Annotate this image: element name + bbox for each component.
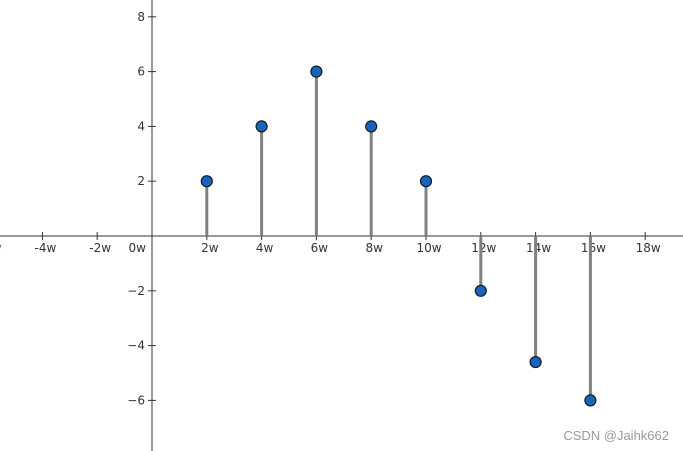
- data-point: [419, 175, 433, 188]
- x-tick-label: 0w: [129, 241, 147, 255]
- y-tick-label: −2: [127, 284, 145, 298]
- x-tick-label: -4w: [35, 241, 57, 255]
- x-tick-label: 16w: [581, 241, 606, 255]
- x-tick-label: 10w: [416, 241, 441, 255]
- x-tick-label: 6w: [311, 241, 329, 255]
- x-tick-label: 4w: [256, 241, 274, 255]
- x-tick-label: -6w: [0, 241, 2, 255]
- y-tick-label: 4: [137, 119, 145, 133]
- y-tick-label: −4: [127, 339, 145, 353]
- markers: [200, 65, 597, 407]
- data-point: [255, 120, 268, 133]
- x-tick-label: 2w: [201, 241, 219, 255]
- x-ticks: -6w -4w -2w 0w 2w 4w 6w 8w 10w 12w 14w 16w 18w: [0, 232, 661, 255]
- y-tick-label: 2: [137, 174, 145, 188]
- y-tick-label: 6: [137, 65, 145, 79]
- x-tick-label: 8w: [365, 241, 383, 255]
- x-tick-label: 12w: [471, 241, 496, 255]
- data-point: [365, 120, 378, 133]
- stems: [205, 71, 592, 401]
- x-tick-label: -2w: [89, 241, 111, 255]
- x-tick-label: 14w: [526, 241, 551, 255]
- x-tick-label: 18w: [636, 241, 661, 255]
- y-ticks: 8 6 4 2 −2 −4 −6: [127, 10, 156, 407]
- y-tick-label: −6: [127, 393, 145, 407]
- data-point: [200, 175, 213, 188]
- data-point: [584, 394, 597, 407]
- data-point: [474, 284, 487, 297]
- data-point: [310, 65, 323, 78]
- data-point: [529, 355, 542, 369]
- watermark: CSDN @Jaihk662: [563, 428, 669, 443]
- y-tick-label: 8: [137, 10, 145, 24]
